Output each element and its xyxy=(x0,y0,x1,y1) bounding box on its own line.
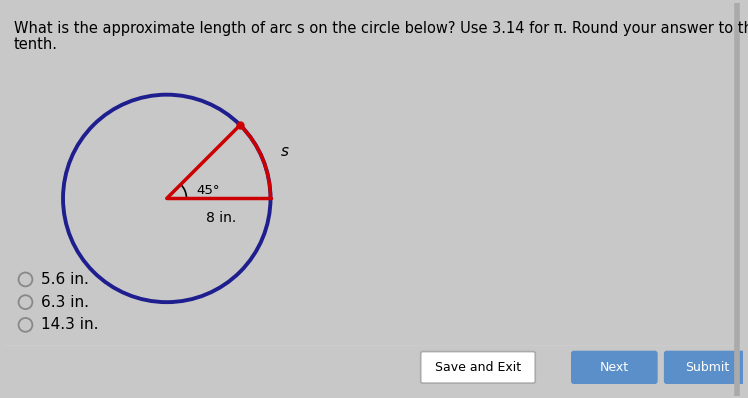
Text: 45°: 45° xyxy=(196,184,219,197)
Text: Next: Next xyxy=(600,361,629,374)
Text: Submit: Submit xyxy=(685,361,729,374)
Text: 6.3 in.: 6.3 in. xyxy=(41,295,89,310)
Text: 5.6 in.: 5.6 in. xyxy=(41,272,89,287)
Text: s: s xyxy=(281,144,289,160)
Text: tenth.: tenth. xyxy=(13,37,58,53)
FancyBboxPatch shape xyxy=(571,351,657,383)
Text: What is the approximate length of arc s on the circle below? Use 3.14 for π. Rou: What is the approximate length of arc s … xyxy=(13,21,748,35)
FancyBboxPatch shape xyxy=(420,351,536,383)
FancyBboxPatch shape xyxy=(665,351,748,383)
Text: Save and Exit: Save and Exit xyxy=(435,361,521,374)
Text: 8 in.: 8 in. xyxy=(206,211,236,225)
Text: 14.3 in.: 14.3 in. xyxy=(41,317,99,332)
